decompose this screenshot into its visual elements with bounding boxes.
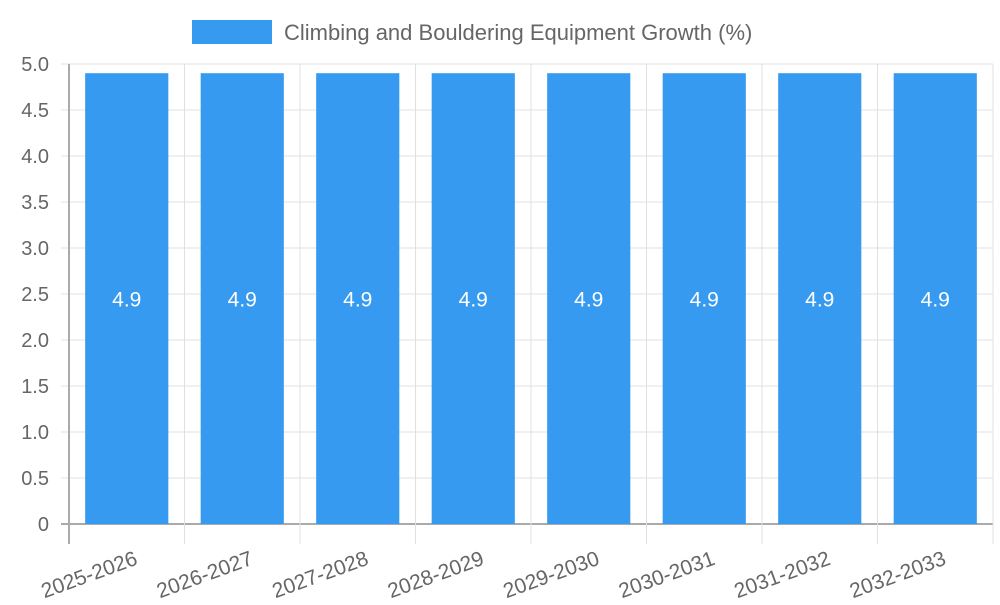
- y-tick-label: 1.5: [21, 376, 49, 398]
- x-tick-label: 2030-2031: [616, 547, 718, 600]
- x-tick-label: 2032-2033: [847, 547, 949, 600]
- data-label: 4.9: [805, 289, 834, 312]
- bar: [316, 73, 400, 524]
- data-label: 4.9: [690, 289, 719, 312]
- x-tick-label: 2027-2028: [269, 547, 371, 600]
- x-tick-label: 2028-2029: [385, 547, 487, 600]
- y-tick-label: 4.0: [21, 146, 49, 168]
- x-tick-label: 2029-2030: [500, 547, 602, 600]
- y-tick-label: 5.0: [21, 54, 49, 76]
- y-tick-label: 0: [38, 514, 49, 536]
- data-label: 4.9: [574, 289, 603, 312]
- y-tick-label: 2.5: [21, 284, 49, 306]
- legend-label: Climbing and Bouldering Equipment Growth…: [284, 20, 752, 45]
- data-label: 4.9: [112, 289, 141, 312]
- bars: 4.9 4.9 4.9 4.9 4.9 4.9 4.9 4.9: [85, 73, 977, 524]
- bar: [547, 73, 631, 524]
- bar: [778, 73, 862, 524]
- y-tick-label: 3.0: [21, 238, 49, 260]
- data-label: 4.9: [228, 289, 257, 312]
- data-label: 4.9: [921, 289, 950, 312]
- data-label: 4.9: [343, 289, 372, 312]
- legend[interactable]: Climbing and Bouldering Equipment Growth…: [192, 20, 752, 45]
- y-tick-label: 2.0: [21, 330, 49, 352]
- y-tick-label: 3.5: [21, 192, 49, 214]
- bar: [893, 73, 977, 524]
- bar: [431, 73, 515, 524]
- y-tick-label: 4.5: [21, 100, 49, 122]
- bar: [200, 73, 284, 524]
- data-label: 4.9: [459, 289, 488, 312]
- y-tick-label: 1.0: [21, 422, 49, 444]
- bar: [85, 73, 169, 524]
- y-tick-label: 0.5: [21, 468, 49, 490]
- legend-swatch: [192, 20, 272, 44]
- x-tick-label: 2025-2026: [38, 547, 140, 600]
- x-tick-label: 2031-2032: [731, 547, 833, 600]
- x-tick-label: 2026-2027: [154, 547, 256, 600]
- bar: [662, 73, 746, 524]
